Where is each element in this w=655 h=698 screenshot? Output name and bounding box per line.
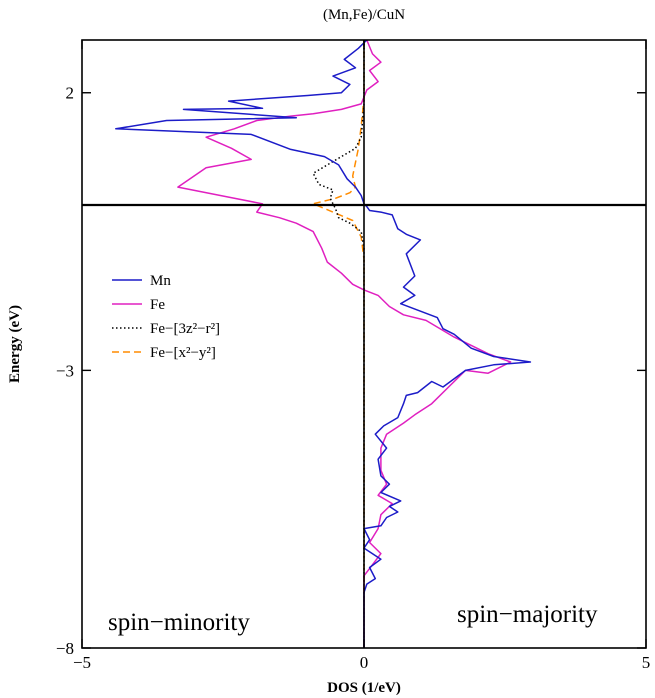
legend-label-1: Fe <box>150 297 165 313</box>
series-line-1 <box>177 39 512 648</box>
plot-area <box>115 39 532 648</box>
series-line-3 <box>312 40 365 648</box>
series-line-0 <box>115 39 532 648</box>
x-tick-label: 5 <box>642 653 651 672</box>
legend-label-3: Fe−[x²−y²] <box>150 345 216 361</box>
chart-title: (Mn,Fe)/CuN <box>323 7 405 23</box>
y-tick-label: −3 <box>56 361 74 380</box>
axis-ticks: −5 0 5 2 −3 −8 <box>56 40 650 672</box>
legend-label-2: Fe−[3z²−r²] <box>150 321 220 337</box>
annotation-spin-majority: spin−majority <box>457 601 598 628</box>
legend-label-0: Mn <box>150 273 171 289</box>
legend: Mn Fe Fe−[3z²−r²] Fe−[x²−y²] <box>112 273 220 361</box>
x-tick-label: −5 <box>73 653 91 672</box>
y-tick-label: 2 <box>66 84 75 103</box>
y-axis-label: Energy (eV) <box>7 305 23 383</box>
y-tick-label: −8 <box>56 639 74 658</box>
annotation-spin-minority: spin−minority <box>108 609 250 636</box>
x-tick-label: 0 <box>360 653 369 672</box>
x-axis-label: DOS (1/eV) <box>327 680 401 696</box>
series-line-2 <box>312 40 365 648</box>
